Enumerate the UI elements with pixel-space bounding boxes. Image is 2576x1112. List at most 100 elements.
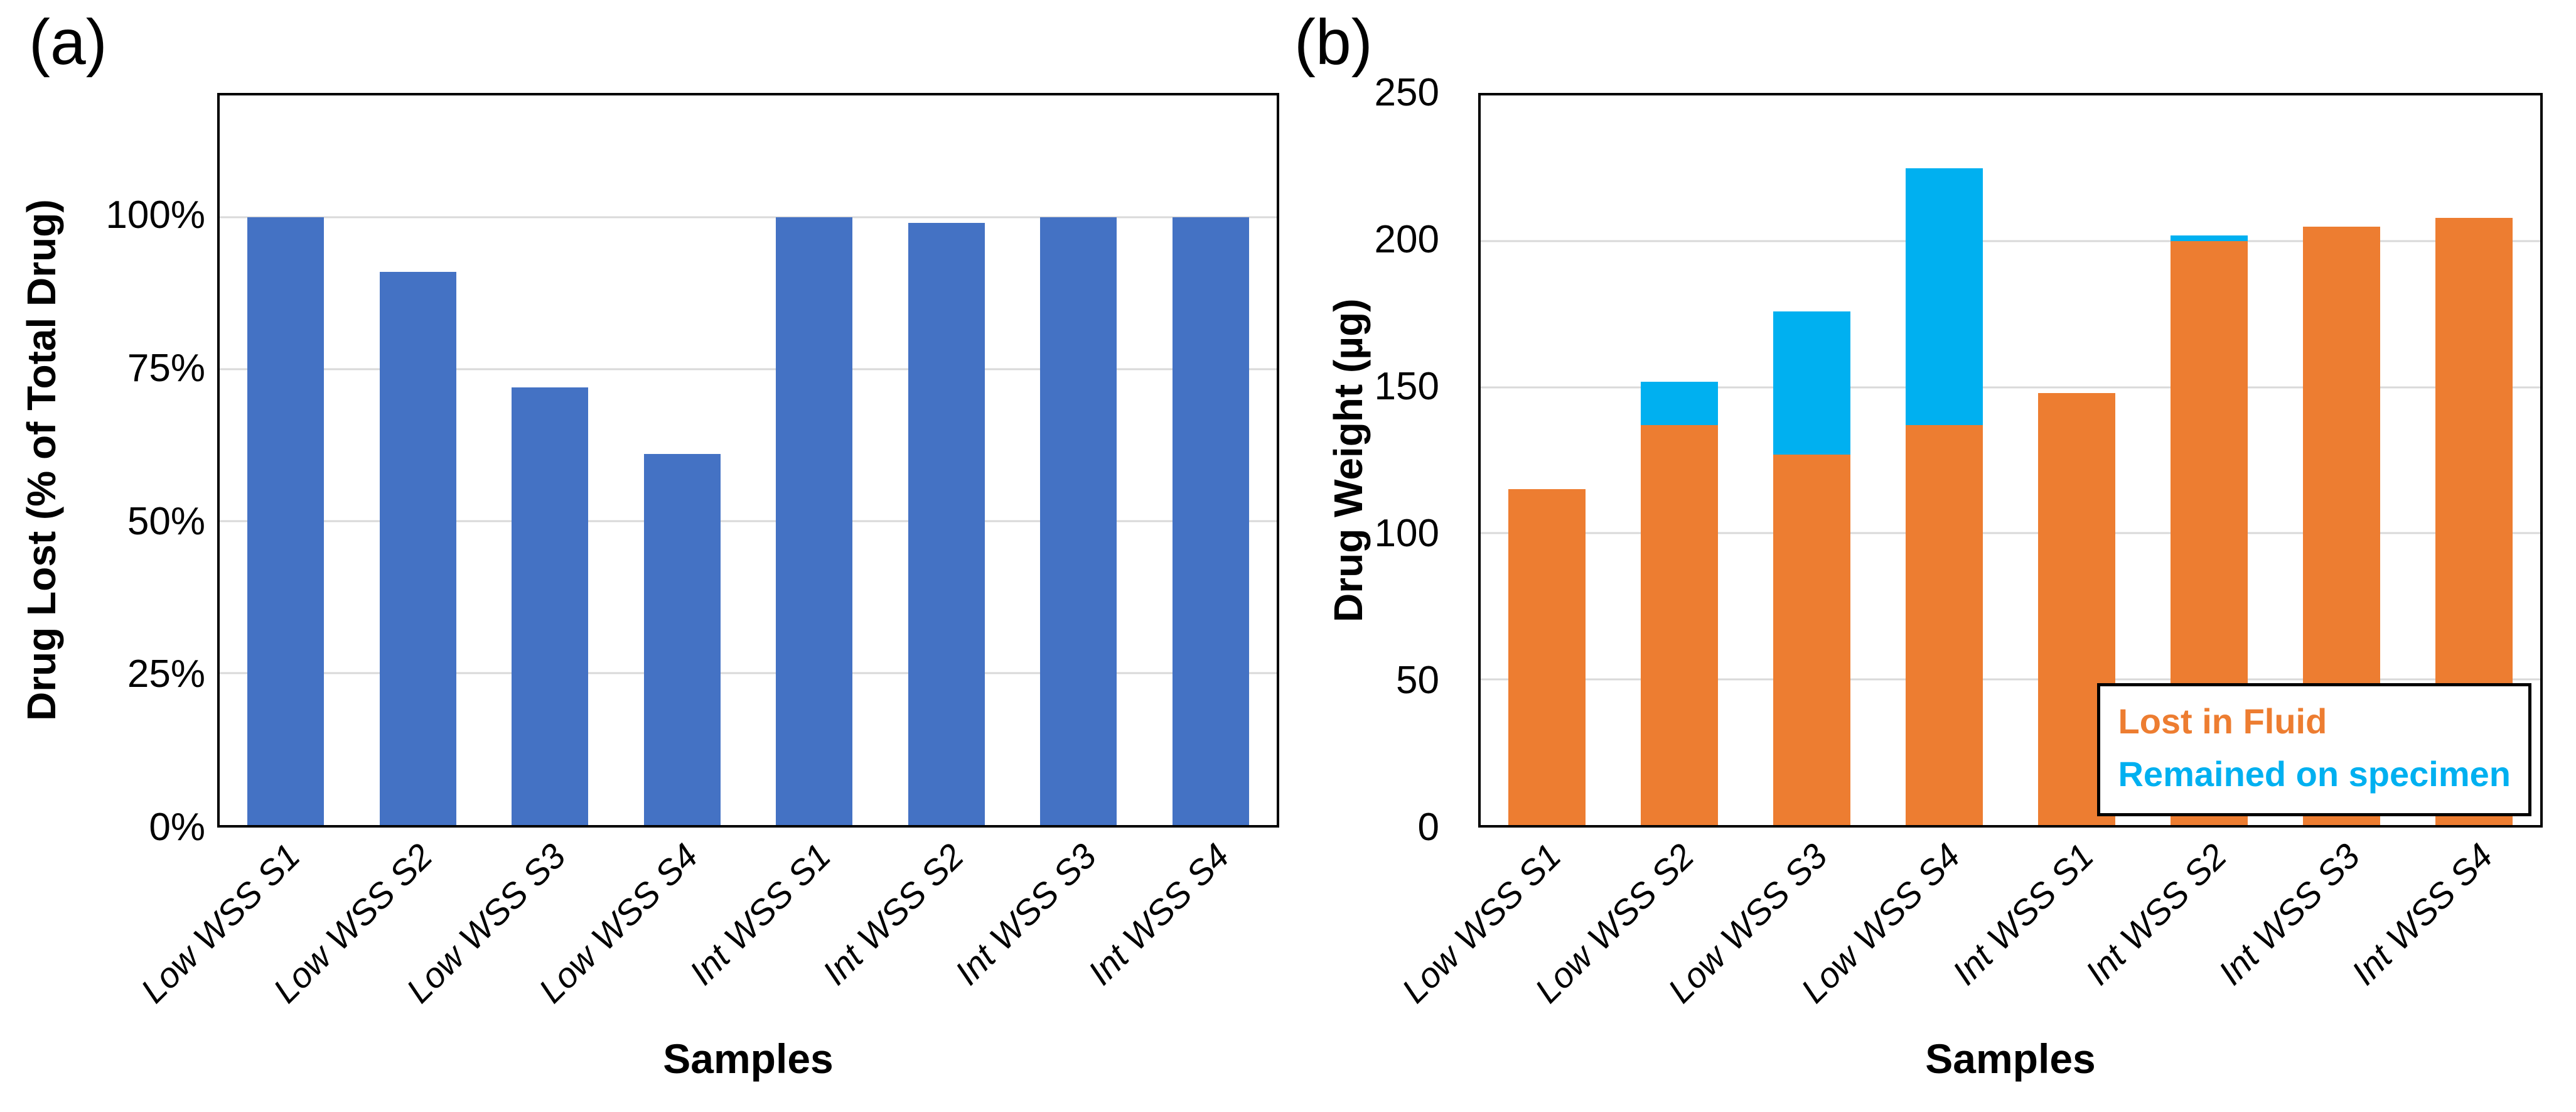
bar-segment-lost-in-fluid: [1906, 425, 1983, 825]
bar: [776, 95, 853, 825]
x-tick-label: Int WSS S4: [2343, 836, 2500, 993]
legend: Lost in Fluid Remained on specimen: [2097, 683, 2531, 816]
x-tick-label: Int WSS S2: [814, 836, 972, 993]
gridline: [220, 216, 1277, 219]
bar-group: [2408, 95, 2540, 825]
bar-group: [748, 95, 881, 825]
plot-area: [217, 93, 1279, 828]
bar-segment: [1040, 217, 1117, 825]
bar: [2171, 95, 2248, 825]
panel-a-label: (a): [29, 6, 107, 78]
bar-group: [1613, 95, 1746, 825]
bar: [908, 95, 985, 825]
x-tick-label: Int WSS S3: [947, 836, 1104, 993]
gridline: [220, 520, 1277, 522]
y-tick-labels: 0 50 100 150 200 250: [1273, 73, 1439, 847]
x-tick-label: Low WSS S4: [531, 836, 706, 1011]
bar-segment-remained-on-specimen: [1773, 311, 1850, 455]
x-tick-label: Low WSS S2: [1527, 836, 1702, 1011]
y-axis-title: Drug Weight (µg): [1326, 298, 1371, 622]
x-tick-label: Int WSS S4: [1080, 836, 1237, 993]
bar-segment: [247, 217, 325, 825]
bar: [512, 95, 589, 825]
x-tick-label: Int WSS S3: [2210, 836, 2367, 993]
y-tick-label: 100: [1374, 512, 1439, 555]
plot-area: Lost in Fluid Remained on specimen: [1478, 93, 2543, 828]
y-tick-label: 200: [1374, 218, 1439, 261]
x-tick-label: Low WSS S4: [1793, 836, 1968, 1011]
legend-item-remained-on-specimen: Remained on specimen: [2118, 754, 2511, 794]
bar-group: [2143, 95, 2275, 825]
bar-segment: [379, 271, 456, 825]
gridline: [1481, 240, 2540, 242]
x-tick-label: Int WSS S2: [2077, 836, 2234, 993]
y-tick-label: 250: [1374, 71, 1439, 114]
bar-group: [2010, 95, 2143, 825]
bars: [1481, 95, 2540, 825]
gridline: [1481, 532, 2540, 534]
bar-group: [1012, 95, 1145, 825]
y-tick-label: 100%: [105, 193, 205, 237]
bar-segment: [512, 387, 589, 825]
bar-group: [881, 95, 1013, 825]
bar-segment-lost-in-fluid: [1508, 489, 1586, 825]
bars: [220, 95, 1277, 825]
bar: [1906, 95, 1983, 825]
bar-segment-lost-in-fluid: [2435, 218, 2513, 825]
y-tick-labels: 0% 25% 50% 75% 100%: [39, 93, 205, 847]
bar-segment-lost-in-fluid: [2171, 241, 2248, 825]
gridline: [220, 672, 1277, 674]
bar-segment: [908, 223, 985, 825]
gridlines: [220, 95, 1277, 825]
bar-group: [1145, 95, 1277, 825]
bar-segment: [643, 454, 721, 825]
bar: [1040, 95, 1117, 825]
y-tick-label: 0: [1417, 806, 1439, 849]
bar: [1641, 95, 1718, 825]
bar-segment-lost-in-fluid: [2038, 393, 2115, 825]
x-tick-label: Low WSS S2: [266, 836, 441, 1011]
bar-segment: [776, 217, 853, 825]
x-axis-title: Samples: [663, 1035, 834, 1082]
bar-group: [1746, 95, 1878, 825]
bar-segment-lost-in-fluid: [1773, 454, 1850, 825]
bar-group: [1481, 95, 1613, 825]
bar-segment-lost-in-fluid: [2303, 227, 2380, 825]
bar: [247, 95, 325, 825]
y-tick-label: 50%: [127, 499, 205, 543]
bar: [2303, 95, 2380, 825]
legend-item-lost-in-fluid: Lost in Fluid: [2118, 701, 2327, 741]
bar: [379, 95, 456, 825]
bar-group: [1878, 95, 2010, 825]
bar-group: [2275, 95, 2408, 825]
x-tick-label: Low WSS S3: [1660, 836, 1835, 1011]
bar: [1773, 95, 1850, 825]
bar-segment-remained-on-specimen: [2171, 235, 2248, 242]
y-axis-title: Drug Lost (% of Total Drug): [19, 199, 64, 721]
gridline: [220, 368, 1277, 370]
panel-b-label: (b): [1294, 6, 1373, 78]
bar-group: [484, 95, 616, 825]
bar-group: [616, 95, 749, 825]
bar: [2435, 95, 2513, 825]
gridline: [1481, 678, 2540, 681]
bar-segment-remained-on-specimen: [1906, 168, 1983, 426]
bar-group: [220, 95, 352, 825]
gridline: [1481, 386, 2540, 389]
y-tick-label: 150: [1374, 365, 1439, 408]
y-tick-label: 50: [1396, 659, 1439, 702]
x-tick-label: Int WSS S1: [1944, 836, 2101, 993]
bar-group: [352, 95, 485, 825]
x-tick-label: Int WSS S1: [682, 836, 839, 993]
bar-segment-lost-in-fluid: [1641, 425, 1718, 825]
bar: [1508, 95, 1586, 825]
y-tick-label: 75%: [127, 346, 205, 390]
bar-segment: [1172, 217, 1249, 825]
y-tick-label: 25%: [127, 652, 205, 696]
x-tick-label: Low WSS S1: [1394, 836, 1569, 1011]
bar: [1172, 95, 1249, 825]
x-tick-label: Low WSS S1: [132, 836, 308, 1011]
